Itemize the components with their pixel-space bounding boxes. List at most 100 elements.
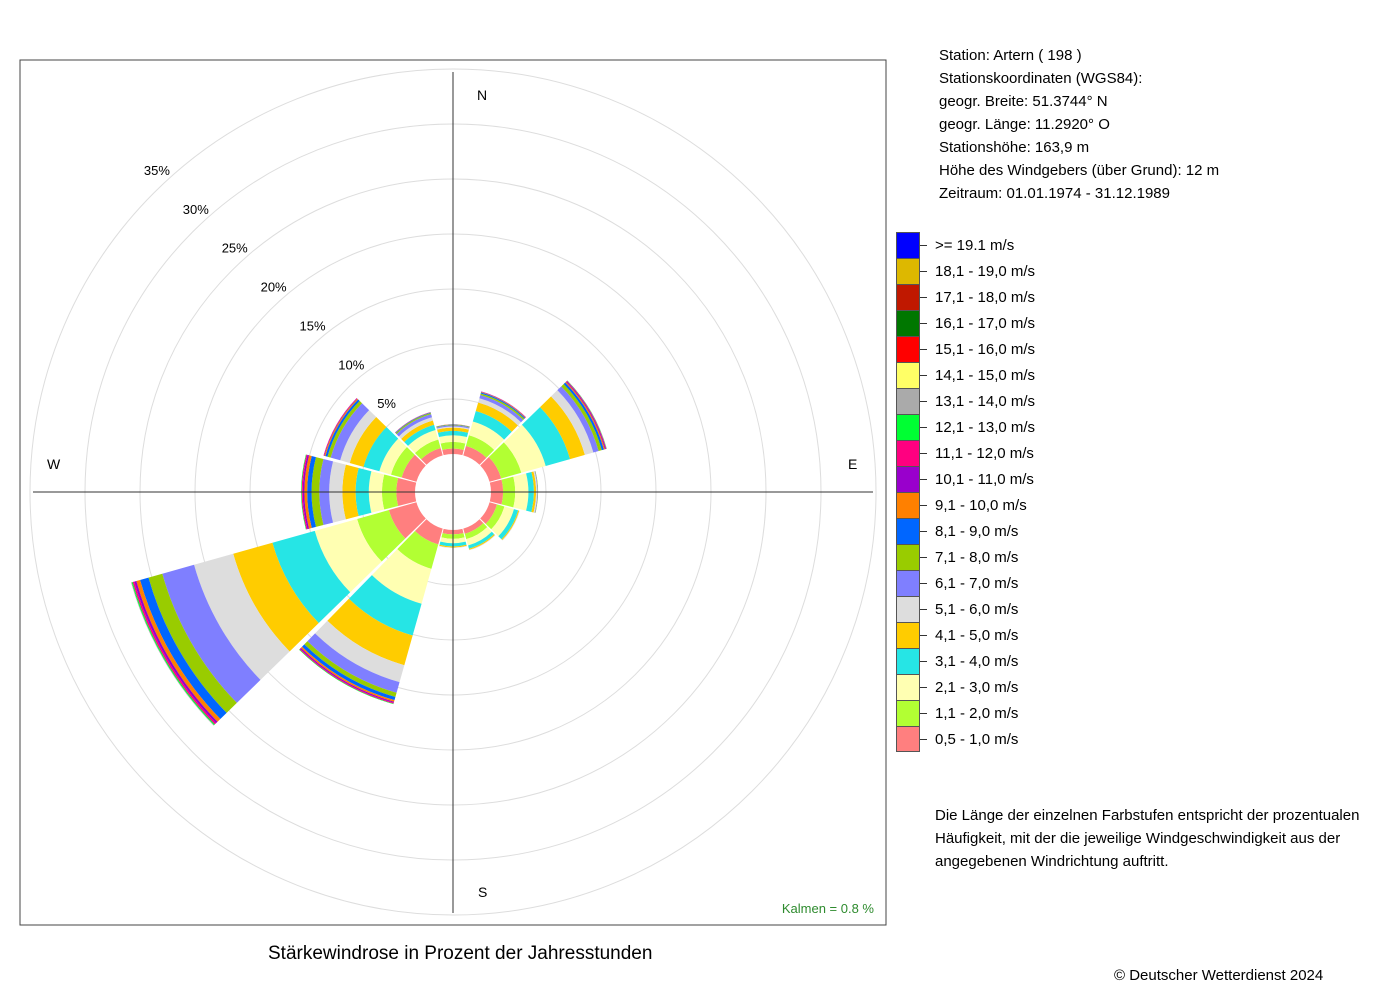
sector-ssw-class-9 [302,644,396,701]
compass-west-label: W [47,456,61,472]
sector-nne-class-2 [465,435,495,458]
legend-swatch [896,388,920,414]
legend-tick [920,583,927,584]
legend-label: 9,1 - 10,0 m/s [935,497,1027,514]
sector-wsw-class-2 [357,510,406,562]
sector-ssw-class-7 [307,633,400,693]
sector-nne-class-3 [468,421,505,450]
legend-label: 4,1 - 5,0 m/s [935,627,1019,644]
radial-tick-label: 5% [377,396,396,411]
legend-label: 17,1 - 18,0 m/s [935,289,1036,306]
legend-label: 13,1 - 14,0 m/s [935,393,1036,410]
station-info: Station: Artern ( 198 ) Stationskoordina… [939,44,1219,205]
legend-swatch [896,258,920,284]
legend-label: 11,1 - 12,0 m/s [935,445,1034,462]
sector-ese-class-3 [491,506,514,537]
sector-ssw-class-8 [304,641,397,697]
sector-nnw-class-4 [404,424,436,446]
legend-swatch [896,544,920,570]
sector-wnw-class-9 [325,399,360,457]
sector-wsw-class-4 [272,530,351,624]
sector-s-class-5 [439,544,467,548]
sector-e-class-6 [533,471,538,513]
sector-wnw-class-6 [340,410,377,463]
legend-swatch [896,310,920,336]
legend-tick [920,739,927,740]
legend-swatch [896,284,920,310]
legend-label: >= 19.1 m/s [935,237,1015,254]
legend-label: 3,1 - 4,0 m/s [935,653,1019,670]
legend-swatch [896,674,920,700]
sector-n-class-7 [436,425,470,429]
legend-swatch [896,466,920,492]
legend-swatch [896,726,920,752]
sector-sse-class-5 [468,534,495,550]
sector-ssw-class-1 [414,519,443,545]
legend-swatch [896,492,920,518]
legend-label: 6,1 - 7,0 m/s [935,575,1019,592]
legend-swatch [896,518,920,544]
legend-tick [920,271,927,272]
legend-swatch [896,362,920,388]
legend-swatch [896,648,920,674]
sector-wsw-class-6 [194,553,290,680]
sector-n-class-8 [436,424,470,428]
calm-label: Kalmen = 0.8 % [782,901,875,916]
sector-sse-class-1 [463,519,484,534]
sector-nne-class-6 [478,398,522,426]
sector-ene-class-7 [557,386,599,453]
legend-swatch [896,700,920,726]
compass-east-label: E [848,456,857,472]
coords-heading: Stationskoordinaten (WGS84): [939,70,1143,87]
legend-label: 1,1 - 2,0 m/s [935,705,1019,722]
sector-nnw-class-8 [395,413,432,435]
legend-tick [920,245,927,246]
legend-tick [920,401,927,402]
legend-tick [920,557,927,558]
legend-label: 8,1 - 9,0 m/s [935,523,1019,540]
sector-e-class-5 [531,471,537,513]
legend-tick [920,453,927,454]
legend-tick [920,505,927,506]
sector-nnw-class-5 [401,420,435,442]
sector-nne-class-5 [475,402,518,432]
sector-ene-class-1 [480,457,502,482]
sector-wsw-class-5 [233,542,319,652]
compass-north-label: N [477,87,487,103]
radial-tick-label: 25% [222,241,248,256]
legend-label: 10,1 - 11,0 m/s [935,471,1034,488]
sector-ssw-class-6 [315,620,405,683]
legend-tick [920,297,927,298]
legend-label: 12,1 - 13,0 m/s [935,419,1036,436]
radial-tick-label: 15% [300,319,326,334]
sector-wnw-class-5 [349,417,387,467]
sector-wsw-class-8 [148,573,237,713]
legend-tick [920,687,927,688]
longitude: geogr. Länge: 11.2920° O [939,116,1110,133]
sector-ene-class-3 [503,424,546,473]
sector-wsw-class-9 [140,577,227,720]
legend-tick [920,479,927,480]
legend-label: 14,1 - 15,0 m/s [935,367,1036,384]
legend-tick [920,661,927,662]
sector-nne-class-8 [480,393,525,420]
legend-tick [920,635,927,636]
sector-n-class-10 [436,424,470,427]
sector-ssw-class-4 [348,575,422,636]
sensor-height: Höhe des Windgebers (über Grund): 12 m [939,162,1220,179]
sector-nne-class-4 [472,410,512,440]
sector-ese-class-2 [485,504,505,530]
sector-sse-class-4 [468,531,495,549]
legend-swatch [896,596,920,622]
legend-tick [920,427,927,428]
sector-wnw-class-2 [391,447,415,478]
elevation: Stationshöhe: 163,9 m [939,139,1090,156]
sector-ese-class-4 [498,509,519,540]
radial-tick-label: 30% [183,202,209,217]
legend-swatch [896,440,920,466]
legend-label: 5,1 - 6,0 m/s [935,601,1019,618]
sector-wnw-class-7 [330,403,370,461]
sector-nnw-class-1 [421,448,443,465]
legend-swatch [896,336,920,362]
period: Zeitraum: 01.01.1974 - 31.12.1989 [939,185,1170,202]
